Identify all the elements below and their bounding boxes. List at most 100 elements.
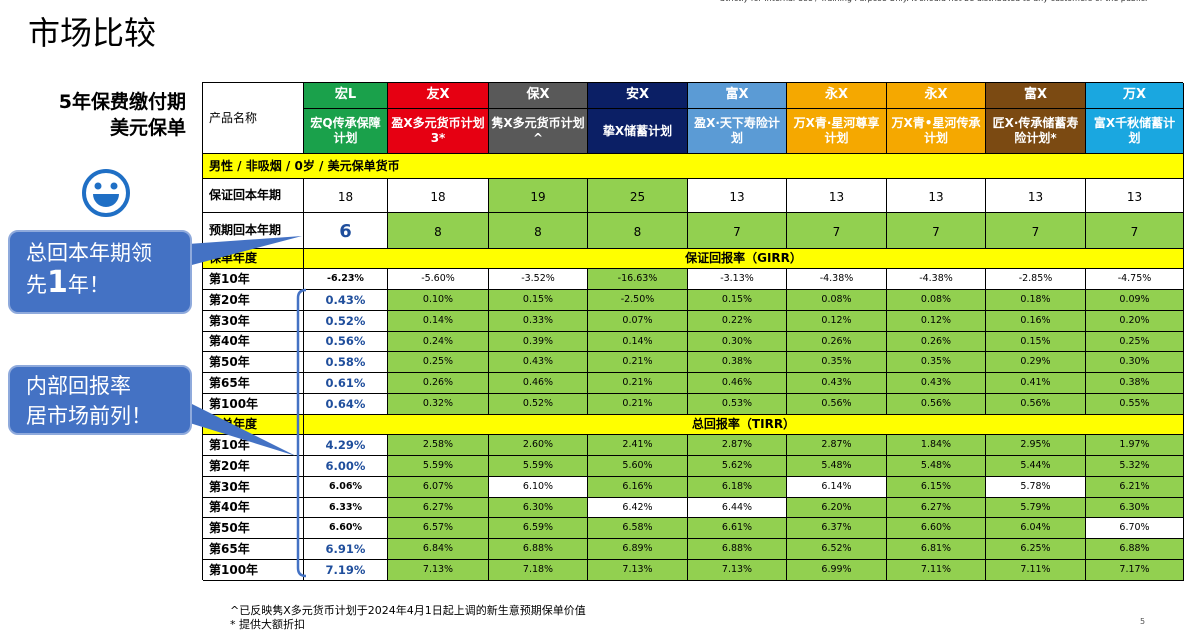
rate-value: 6.84%: [388, 539, 489, 560]
breakeven-value: 13: [688, 179, 787, 213]
rate-value: 0.35%: [787, 352, 887, 373]
rate-value: 6.37%: [787, 518, 887, 539]
product-name: 盈X多元货币计划3*: [388, 109, 489, 154]
rate-value: 6.59%: [489, 518, 588, 539]
company-name: 保X: [489, 83, 588, 109]
rate-value: 5.59%: [489, 456, 588, 477]
rate-value: 6.81%: [887, 539, 986, 560]
rate-value: 6.25%: [986, 539, 1086, 560]
rate-value: 5.60%: [588, 456, 688, 477]
rate-value: 5.32%: [1086, 456, 1184, 477]
breakeven-value: 7: [1086, 213, 1184, 249]
rate-value: -2.50%: [588, 290, 688, 311]
rate-value: 0.16%: [986, 311, 1086, 332]
rate-value: 6.99%: [787, 560, 887, 581]
rate-value: 0.53%: [688, 394, 787, 415]
product-name: 富X千秋储蓄计划: [1086, 109, 1184, 154]
rate-value: 0.25%: [388, 352, 489, 373]
rate-value: 0.25%: [1086, 332, 1184, 352]
rate-value: 6.88%: [489, 539, 588, 560]
section-title: 总回报率（TIRR）: [304, 415, 1184, 435]
breakeven-value: 8: [489, 213, 588, 249]
row-label: 第100年: [203, 560, 304, 581]
row-label: 第40年: [203, 332, 304, 352]
breakeven-value: 6: [304, 213, 388, 249]
rate-value: 0.20%: [1086, 311, 1184, 332]
breakeven-value: 13: [887, 179, 986, 213]
rate-value: 0.46%: [688, 373, 787, 394]
rate-value: 6.44%: [688, 498, 787, 518]
rate-value: -5.60%: [388, 269, 489, 290]
rate-value: 0.15%: [688, 290, 787, 311]
rate-value: 2.58%: [388, 435, 489, 456]
row-label: 预期回本年期: [203, 213, 304, 249]
product-name: 万X青·星河尊享计划: [787, 109, 887, 154]
row-label: 第40年: [203, 498, 304, 518]
rate-value: -2.85%: [986, 269, 1086, 290]
rate-value: 6.10%: [489, 477, 588, 498]
breakeven-value: 25: [588, 179, 688, 213]
rate-value: 0.12%: [887, 311, 986, 332]
row-label: 第10年: [203, 269, 304, 290]
rate-value: 0.29%: [986, 352, 1086, 373]
callout-text: 内部回报率: [26, 374, 131, 398]
breakeven-value: 7: [986, 213, 1086, 249]
rate-value: 0.09%: [1086, 290, 1184, 311]
breakeven-value: 19: [489, 179, 588, 213]
callout: 内部回报率 居市场前列！: [8, 365, 192, 435]
rate-value: 7.18%: [489, 560, 588, 581]
callout-line: 居市场前列！: [26, 401, 174, 431]
breakeven-value: 13: [986, 179, 1086, 213]
product-name: 匠X·传承储蓄寿险计划*: [986, 109, 1086, 154]
rate-value: 5.59%: [388, 456, 489, 477]
rate-value: 6.91%: [304, 539, 388, 560]
rate-value: 7.13%: [588, 560, 688, 581]
rate-value: 0.10%: [388, 290, 489, 311]
breakeven-value: 8: [388, 213, 489, 249]
rate-value: 0.30%: [688, 332, 787, 352]
rate-value: 6.33%: [304, 498, 388, 518]
row-label: 第30年: [203, 477, 304, 498]
callout-emphasis: 1: [47, 265, 68, 301]
rate-value: 0.18%: [986, 290, 1086, 311]
section-label: 保单年度: [203, 415, 304, 435]
product-name: 隽X多元货币计划^: [489, 109, 588, 154]
row-label: 第20年: [203, 290, 304, 311]
rate-value: 0.21%: [588, 352, 688, 373]
rate-value: 0.41%: [986, 373, 1086, 394]
rate-value: 6.60%: [304, 518, 388, 539]
sidebar-heading: 5年保费缴付期 美元保单: [59, 90, 186, 141]
callout: 总回本年期领 先1年！: [8, 230, 192, 314]
rate-value: 0.58%: [304, 352, 388, 373]
callout-text: 年！: [67, 273, 110, 298]
rate-value: 0.24%: [388, 332, 489, 352]
breakeven-value: 18: [388, 179, 489, 213]
rate-value: 0.07%: [588, 311, 688, 332]
rate-value: 2.87%: [787, 435, 887, 456]
rate-value: 5.44%: [986, 456, 1086, 477]
row-label: 第65年: [203, 373, 304, 394]
rate-value: 4.29%: [304, 435, 388, 456]
rate-value: 2.41%: [588, 435, 688, 456]
breakeven-value: 7: [688, 213, 787, 249]
rate-value: 0.33%: [489, 311, 588, 332]
slide-title: 市场比较: [28, 14, 157, 52]
rate-value: 6.06%: [304, 477, 388, 498]
rate-value: 0.22%: [688, 311, 787, 332]
rate-value: 7.11%: [887, 560, 986, 581]
row-label: 第65年: [203, 539, 304, 560]
rate-value: 0.26%: [887, 332, 986, 352]
rate-value: 0.30%: [1086, 352, 1184, 373]
rate-value: 2.87%: [688, 435, 787, 456]
rate-value: 6.57%: [388, 518, 489, 539]
company-name: 安X: [588, 83, 688, 109]
callout-text: 居市场前列！: [26, 404, 152, 429]
rate-value: 5.79%: [986, 498, 1086, 518]
rate-value: 0.15%: [986, 332, 1086, 352]
smiley-icon: [82, 169, 130, 217]
rate-value: -3.52%: [489, 269, 588, 290]
footnotes: ^已反映隽X多元货币计划于2024年4月1日起上调的新生意预期保单价值 * 提供…: [230, 604, 586, 633]
rate-value: -6.23%: [304, 269, 388, 290]
rate-value: 7.13%: [388, 560, 489, 581]
row-label: 第10年: [203, 435, 304, 456]
